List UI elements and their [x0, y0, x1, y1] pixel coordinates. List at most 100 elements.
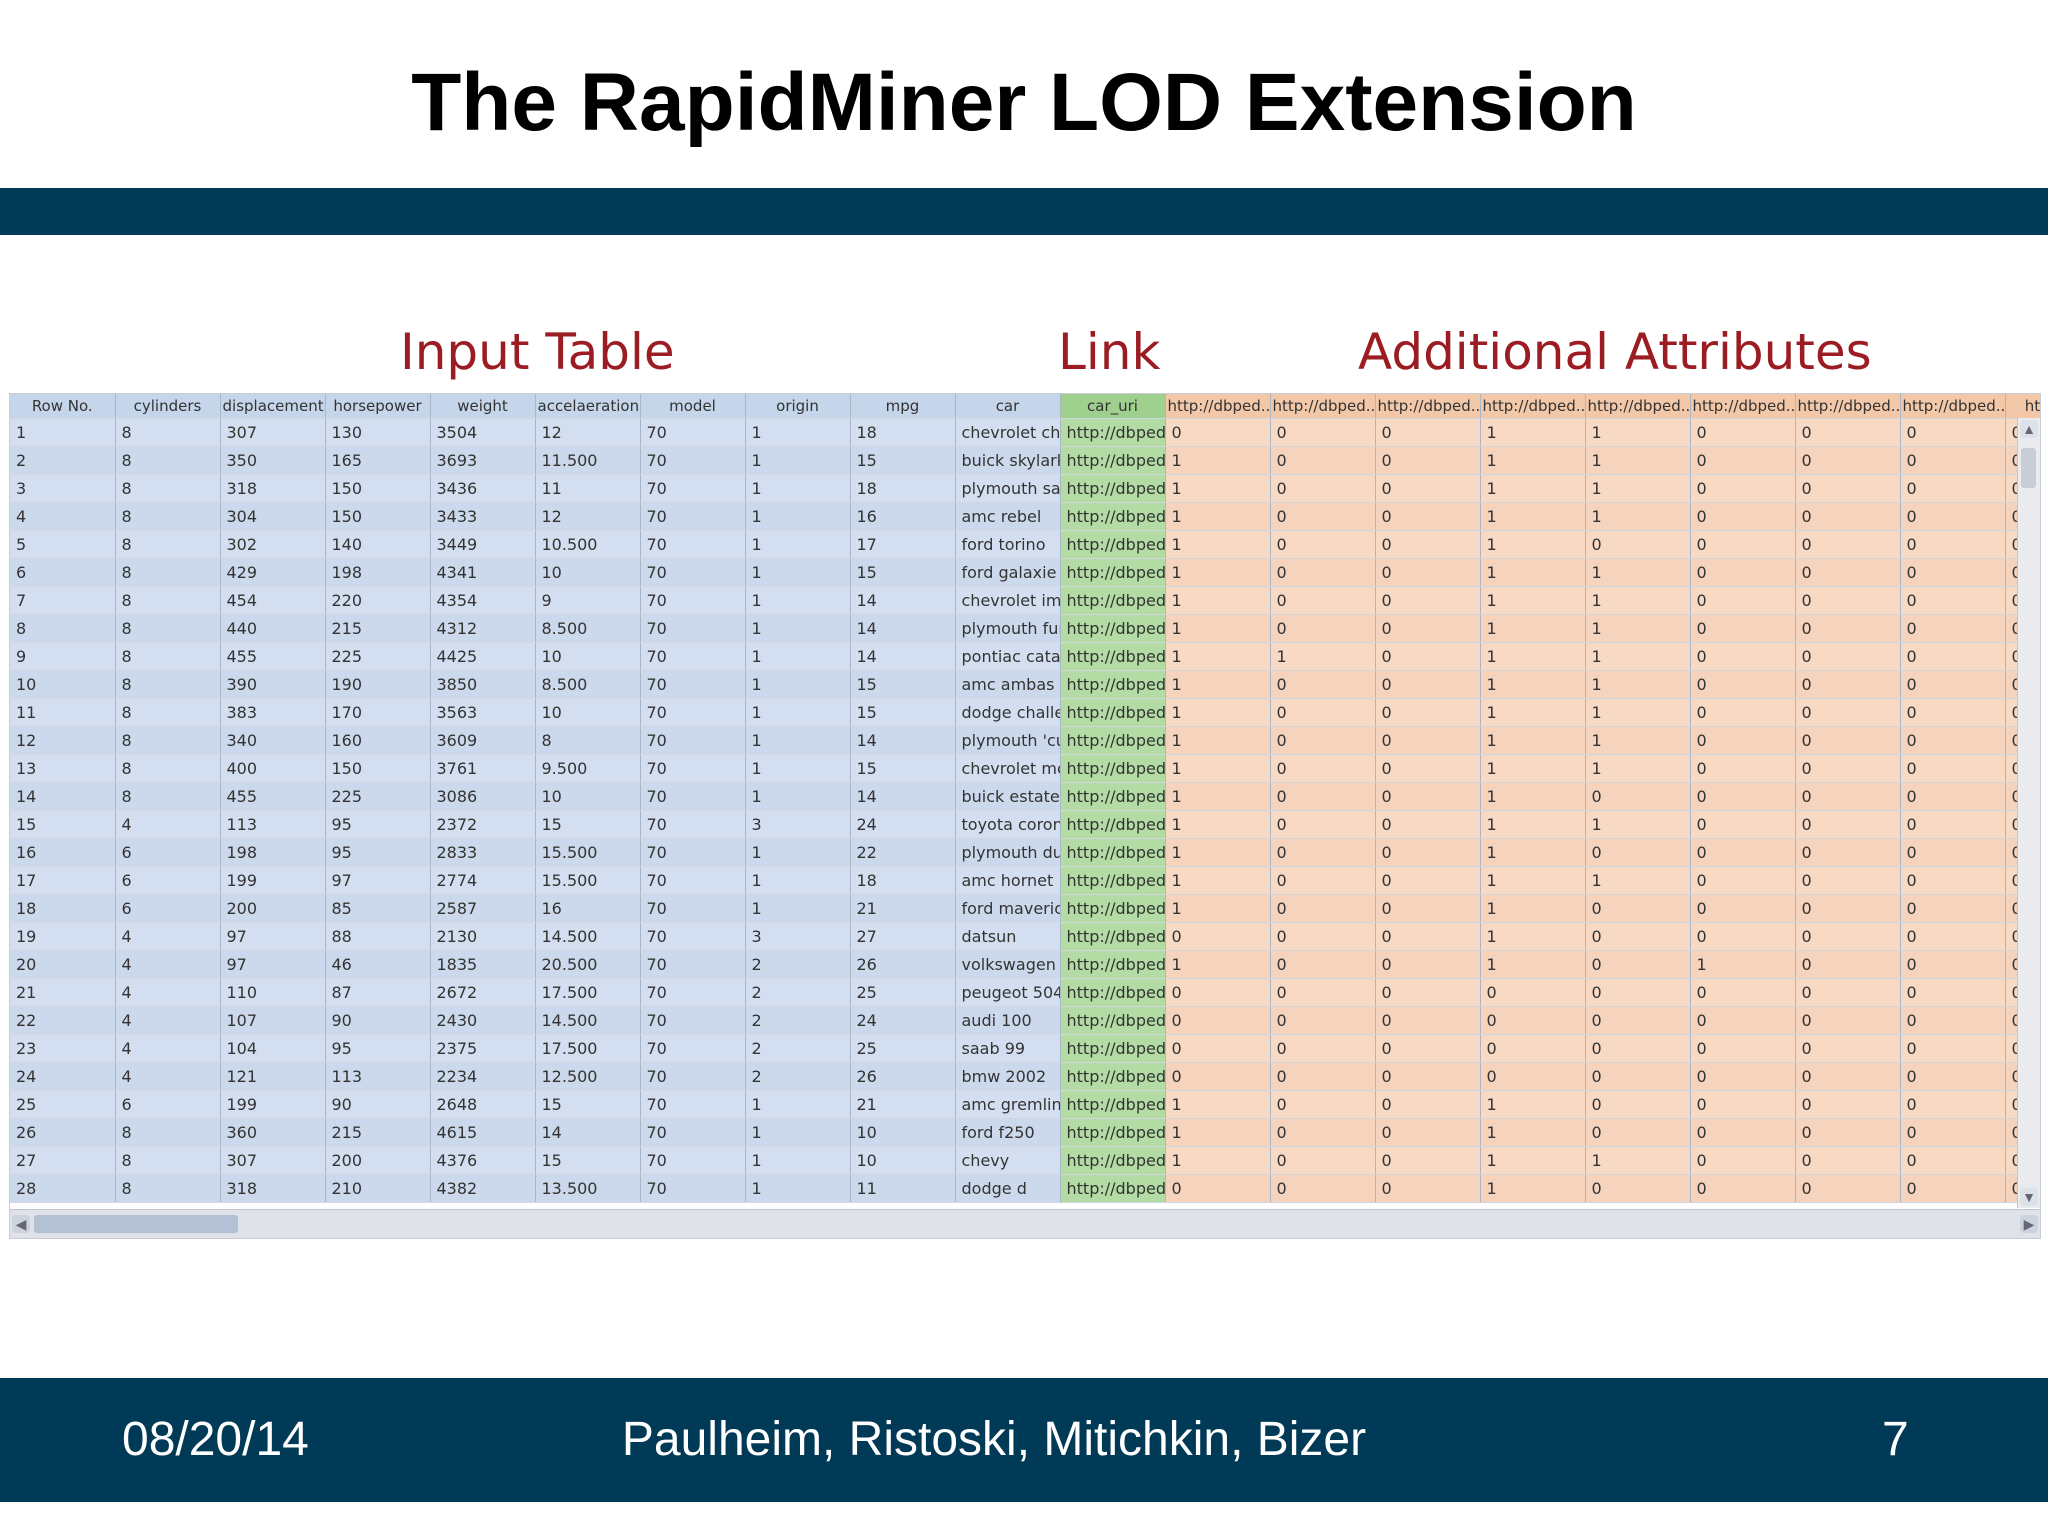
- table-cell: 1: [1165, 670, 1271, 699]
- table-cell: 8: [535, 726, 641, 755]
- column-header[interactable]: Row No.: [10, 394, 116, 419]
- column-header[interactable]: cylinders: [115, 394, 221, 419]
- table-cell: 19: [10, 922, 116, 951]
- column-header[interactable]: http://dbped...: [1165, 394, 1271, 419]
- vertical-scroll-thumb[interactable]: [2021, 448, 2036, 488]
- table-cell: 6: [115, 894, 221, 923]
- table-cell: 18: [10, 894, 116, 923]
- scroll-right-icon[interactable]: ▶: [2020, 1215, 2038, 1233]
- scroll-down-icon[interactable]: ▼: [2020, 1188, 2038, 1206]
- column-header[interactable]: car: [955, 394, 1061, 419]
- table-cell: 16: [535, 894, 641, 923]
- table-cell: 12.500: [535, 1062, 641, 1091]
- table-row[interactable]: 7 8 454 220 4354 9 70 1 14 chevrolet im http://dbp…: [10, 586, 2040, 615]
- column-header[interactable]: accelaeration: [535, 394, 641, 419]
- column-header[interactable]: weight: [430, 394, 536, 419]
- table-cell: 1: [1165, 474, 1271, 503]
- table-row[interactable]: 22 4 107 90 2430 14.500 70 2 24 audi 100 http://db…: [10, 1006, 2040, 1035]
- table-row[interactable]: 23 4 104 95 2375 17.500 70 2 25 saab 99 http://dbp…: [10, 1034, 2040, 1063]
- table-row[interactable]: 5 8 302 140 3449 10.500 70 1 17 ford torino http:/…: [10, 530, 2040, 559]
- table-cell: 6: [115, 838, 221, 867]
- table-cell: 170: [325, 698, 431, 727]
- column-header[interactable]: http://dbped...: [1375, 394, 1481, 419]
- table-cell: 70: [640, 642, 746, 671]
- table-row[interactable]: 14 8 455 225 3086 10 70 1 14 buick estate http://d…: [10, 782, 2040, 811]
- table-row[interactable]: 3 8 318 150 3436 11 70 1 18 plymouth sa http://dbp…: [10, 474, 2040, 503]
- table-row[interactable]: 25 6 199 90 2648 15 70 1 21 amc gremlin http://dbp…: [10, 1090, 2040, 1119]
- column-header[interactable]: http://dbped...: [1690, 394, 1796, 419]
- table-row[interactable]: 13 8 400 150 3761 9.500 70 1 15 chevrolet mc http:…: [10, 754, 2040, 783]
- table-row[interactable]: 1 8 307 130 3504 12 70 1 18 chevrolet che http://d…: [10, 418, 2040, 447]
- column-header[interactable]: http://dbped...: [1900, 394, 2006, 419]
- table-row[interactable]: 27 8 307 200 4376 15 70 1 10 chevy http://dbpedi 1 0…: [10, 1146, 2040, 1175]
- vertical-scrollbar[interactable]: ▲ ▼: [2017, 418, 2040, 1208]
- column-header[interactable]: horsepower: [325, 394, 431, 419]
- table-cell: 0: [1375, 530, 1481, 559]
- table-row[interactable]: 12 8 340 160 3609 8 70 1 14 plymouth 'cu http://db…: [10, 726, 2040, 755]
- table-cell: 0: [1900, 586, 2006, 615]
- table-cell: ford f250: [955, 1118, 1061, 1147]
- table-cell: 3086: [430, 782, 536, 811]
- table-cell: 1: [745, 698, 851, 727]
- table-cell: 18: [850, 474, 956, 503]
- column-header[interactable]: origin: [745, 394, 851, 419]
- column-header[interactable]: ht: [2005, 394, 2040, 419]
- table-row[interactable]: 8 8 440 215 4312 8.500 70 1 14 plymouth fur http:/…: [10, 614, 2040, 643]
- table-row[interactable]: 19 4 97 88 2130 14.500 70 3 27 datsun http://dbped…: [10, 922, 2040, 951]
- table-row[interactable]: 15 4 113 95 2372 15 70 3 24 toyota coron http://db…: [10, 810, 2040, 839]
- table-cell: 0: [1795, 1006, 1901, 1035]
- table-cell: 1: [1165, 1118, 1271, 1147]
- table-row[interactable]: 28 8 318 210 4382 13.500 70 1 11 dodge d http://db…: [10, 1174, 2040, 1203]
- table-row[interactable]: 21 4 110 87 2672 17.500 70 2 25 peugeot 504 http:/…: [10, 978, 2040, 1007]
- column-header[interactable]: model: [640, 394, 746, 419]
- table-row[interactable]: 4 8 304 150 3433 12 70 1 16 amc rebel http://dbped…: [10, 502, 2040, 531]
- table-cell: 0: [1585, 978, 1691, 1007]
- table-cell: 0: [1795, 950, 1901, 979]
- table-row[interactable]: 17 6 199 97 2774 15.500 70 1 18 amc hornet http://…: [10, 866, 2040, 895]
- scroll-left-icon[interactable]: ◀: [12, 1215, 30, 1233]
- table-cell: 3433: [430, 502, 536, 531]
- column-header[interactable]: car_uri: [1060, 394, 1166, 419]
- table-cell: 1: [745, 474, 851, 503]
- column-header[interactable]: http://dbped...: [1480, 394, 1586, 419]
- table-row[interactable]: 24 4 121 113 2234 12.500 70 2 26 bmw 2002 http://d…: [10, 1062, 2040, 1091]
- table-cell: 0: [1690, 446, 1796, 475]
- column-header[interactable]: mpg: [850, 394, 956, 419]
- column-header[interactable]: displacement: [220, 394, 326, 419]
- table-cell: 70: [640, 530, 746, 559]
- table-row[interactable]: 20 4 97 46 1835 20.500 70 2 26 volkswagen http://d…: [10, 950, 2040, 979]
- table-cell: 70: [640, 978, 746, 1007]
- table-cell: 70: [640, 894, 746, 923]
- table-cell: 8.500: [535, 670, 641, 699]
- table-cell: 18: [850, 418, 956, 447]
- table-row[interactable]: 10 8 390 190 3850 8.500 70 1 15 amc ambas http://d…: [10, 670, 2040, 699]
- table-cell: 70: [640, 670, 746, 699]
- horizontal-scroll-thumb[interactable]: [34, 1215, 238, 1233]
- table-row[interactable]: 18 6 200 85 2587 16 70 1 21 ford maveric http://db…: [10, 894, 2040, 923]
- table-cell: 215: [325, 614, 431, 643]
- table-cell: 0: [1375, 502, 1481, 531]
- table-cell: 8: [115, 670, 221, 699]
- table-cell: 2: [745, 978, 851, 1007]
- table-cell: 6: [115, 1090, 221, 1119]
- table-cell: 130: [325, 418, 431, 447]
- table-row[interactable]: 11 8 383 170 3563 10 70 1 15 dodge challe http://d…: [10, 698, 2040, 727]
- table-cell: 1: [1585, 698, 1691, 727]
- table-cell: saab 99: [955, 1034, 1061, 1063]
- horizontal-scrollbar[interactable]: ◀ ▶: [10, 1209, 2040, 1238]
- table-row[interactable]: 9 8 455 225 4425 10 70 1 14 pontiac catal http://d…: [10, 642, 2040, 671]
- table-row[interactable]: 16 6 198 95 2833 15.500 70 1 22 plymouth du http:/…: [10, 838, 2040, 867]
- table-row[interactable]: 2 8 350 165 3693 11.500 70 1 15 buick skylark http…: [10, 446, 2040, 475]
- table-cell: 11.500: [535, 446, 641, 475]
- table-cell: 8: [115, 530, 221, 559]
- table-cell: 0: [1690, 614, 1796, 643]
- scroll-up-icon[interactable]: ▲: [2020, 420, 2038, 438]
- table-row[interactable]: 6 8 429 198 4341 10 70 1 15 ford galaxie http://db…: [10, 558, 2040, 587]
- column-header[interactable]: http://dbped...: [1585, 394, 1691, 419]
- column-header[interactable]: http://dbped...: [1795, 394, 1901, 419]
- table-cell: 8: [115, 614, 221, 643]
- column-header[interactable]: http://dbped...: [1270, 394, 1376, 419]
- table-cell: 17.500: [535, 978, 641, 1007]
- table-cell: 15: [850, 446, 956, 475]
- table-row[interactable]: 26 8 360 215 4615 14 70 1 10 ford f250 http://dbpe…: [10, 1118, 2040, 1147]
